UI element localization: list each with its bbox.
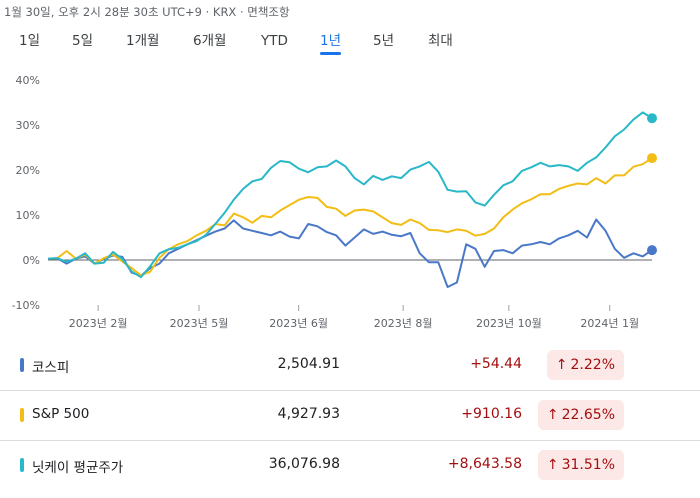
y-tick-label: 30% [16,119,40,132]
percent-change-badge: ↑ 31.51% [537,450,624,480]
series-line-1 [47,157,653,277]
y-axis: 40% 30% 20% 10% 0% -10% [12,74,40,312]
range-tabs: 1일 5일 1개월 6개월 YTD 1년 5년 최대 [0,32,700,56]
arrow-up-icon: ↑ [546,407,559,423]
tab-ytd[interactable]: YTD [261,33,288,49]
series-swatch [20,458,24,472]
x-tick-label: 2024년 1월 [580,317,639,330]
series-swatch [20,408,24,422]
series-line-2 [47,111,653,279]
y-tick-label: -10% [12,299,40,312]
tab-max[interactable]: 최대 [428,33,453,49]
tab-6m[interactable]: 6개월 [193,33,227,49]
series-endpoint-dot-1 [647,153,657,164]
x-tick-label: 2023년 10월 [476,317,542,330]
chart-canvas: 40%30%20%10%0%-10% 2023년 2월 2023년 5월 2023년… [12,74,657,330]
x-tick-label: 2023년 6월 [269,317,328,330]
index-price: 2,504.91 [277,356,340,372]
series-line-0 [47,218,653,288]
x-axis: 2023년 2월 2023년 5월 2023년 6월 2023년 8월 2023년 10… [69,305,639,330]
legend-row-kospi[interactable]: 코스피 2,504.91 +54.44 ↑ 2.22% [0,340,700,391]
timestamp-disclaimer: 1월 30일, 오후 2시 28분 30초 UTC+9 · KRX · 면책조항 [4,5,290,19]
index-price: 36,076.98 [268,456,340,472]
y-tick-label: 40% [16,74,40,87]
series-endpoint-dot-2 [647,113,657,124]
active-tab-underline [320,52,342,55]
index-name: 코스피 [32,360,70,376]
comparison-chart[interactable]: 40% 30% 20% 10% 0% -10% 2023년 2월 2023년 5월 2023년… [0,62,700,340]
legend-row-sp500[interactable]: S&P 500 4,927.93 +910.16 ↑ 22.65% [0,390,700,441]
x-tick-label: 2023년 8월 [374,317,433,330]
index-change: +910.16 [461,406,522,422]
series-endpoint-dot-0 [647,245,657,256]
series-endpoints [647,113,657,256]
index-change: +54.44 [470,356,522,372]
arrow-up-icon: ↑ [546,457,559,473]
legend-row-nikkei[interactable]: 닛케이 평균주가 36,076.98 +8,643.58 ↑ 31.51% [0,440,700,490]
x-tick-label: 2023년 2월 [69,317,128,330]
percent-change-badge: ↑ 22.65% [537,400,624,430]
tab-5y[interactable]: 5년 [373,33,395,49]
y-tick-label: 10% [16,209,40,222]
y-tick-label: 20% [16,164,40,177]
arrow-up-icon: ↑ [555,357,568,373]
index-name: S&P 500 [32,406,90,422]
tab-1y[interactable]: 1년 [320,32,342,55]
percent-change-badge: ↑ 2.22% [546,350,624,380]
tab-5d[interactable]: 5일 [72,33,94,49]
index-change: +8,643.58 [447,456,522,472]
series-swatch [20,358,24,372]
tab-1m[interactable]: 1개월 [126,33,160,49]
tab-1d[interactable]: 1일 [19,33,41,49]
index-name: 닛케이 평균주가 [32,460,124,476]
series-lines [47,111,653,288]
index-price: 4,927.93 [277,406,340,422]
x-tick-label: 2023년 5월 [170,317,229,330]
y-tick-label: 0% [23,254,40,267]
